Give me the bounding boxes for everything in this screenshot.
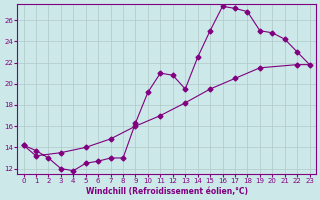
- X-axis label: Windchill (Refroidissement éolien,°C): Windchill (Refroidissement éolien,°C): [85, 187, 248, 196]
